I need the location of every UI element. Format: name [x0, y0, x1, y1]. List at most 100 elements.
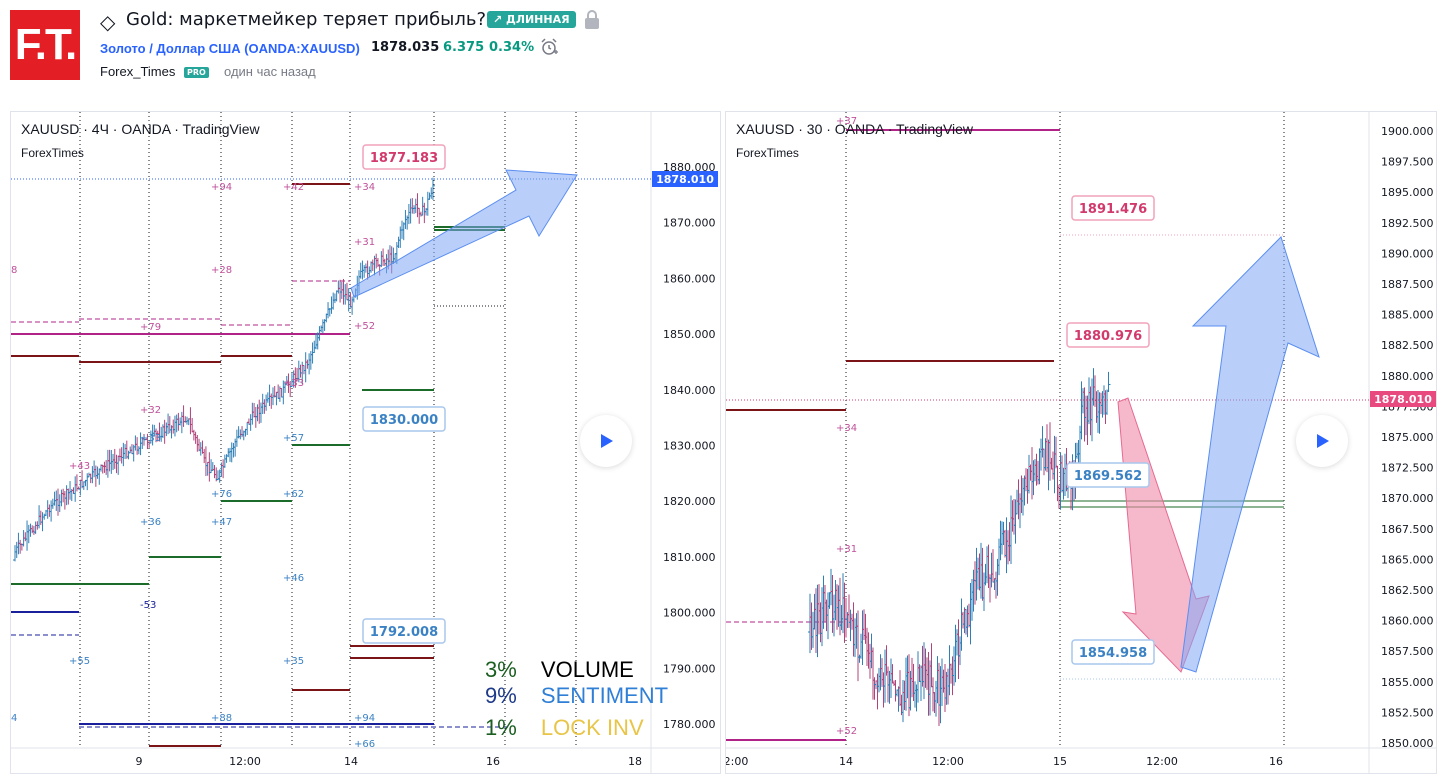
- lock-icon: [585, 10, 599, 29]
- time-axis-tick: 16: [486, 755, 500, 768]
- price-axis-tick: 1860.000: [663, 272, 716, 285]
- price-axis-tick: 1820.000: [663, 495, 716, 508]
- volume-annotation: +37: [836, 116, 857, 127]
- symbol-link[interactable]: Золото / Доллар США (OANDA:XAUUSD): [100, 41, 360, 56]
- price-axis-tick: 1810.000: [663, 551, 716, 564]
- volume-annotation: +42: [283, 182, 304, 193]
- price-callout-box: [1071, 195, 1155, 221]
- price-axis-tick: 1855.000: [1381, 676, 1434, 689]
- price-axis-tick: 1880.000: [1381, 370, 1434, 383]
- price-callout-box: [1066, 462, 1150, 488]
- forecast-up-arrow: [350, 169, 578, 298]
- idea-title: Gold: маркетмейкер теряет прибыль?: [126, 9, 487, 30]
- author-name[interactable]: Forex_Times: [100, 64, 176, 79]
- price-axis-tick: 1892.500: [1381, 217, 1434, 230]
- volume-annotation: +76: [211, 489, 232, 500]
- current-price-label: 1878.010: [1374, 393, 1432, 406]
- volume-annotation: +36: [140, 517, 161, 528]
- left-chart-title: XAUUSD · 4Ч · OANDA · TradingView: [21, 121, 260, 137]
- current-price-tag: [652, 171, 718, 187]
- left-chart-panel[interactable]: 1880.000 1870.000 1860.000 1850.000 1840.000…: [10, 111, 721, 774]
- author-logo[interactable]: F.T.: [10, 10, 80, 80]
- price-axis-tick: 1862.500: [1381, 584, 1434, 597]
- volume-annotation: +33: [140, 433, 161, 444]
- symbol-price: 1878.035: [371, 40, 440, 55]
- price-axis-tick: 1850.000: [663, 328, 716, 341]
- price-callout-box: [1066, 322, 1150, 348]
- legend-lock-inv-pct: 1%: [485, 715, 517, 740]
- volume-annotation: +66: [354, 739, 375, 750]
- price-axis-tick: 1887.500: [1381, 278, 1434, 291]
- right-chart-canvas[interactable]: 1900.000 1897.500 1895.000 1892.500 1890.000…: [726, 112, 1436, 773]
- volume-annotation: +55: [69, 656, 90, 667]
- volume-annotation: +34: [836, 423, 857, 434]
- volume-annotation: +28: [211, 265, 232, 276]
- legend-lock-inv: 1% LOCK INV: [485, 715, 644, 741]
- legend-sentiment-label: SENTIMENT: [540, 683, 669, 708]
- volume-annotation: +52: [354, 321, 375, 332]
- price-axis-tick: 1885.000: [1381, 309, 1434, 322]
- price-axis-tick: 1830.000: [663, 440, 716, 453]
- volume-annotation: +52: [836, 726, 857, 737]
- play-icon: [601, 434, 613, 448]
- price-axis-tick: 1895.000: [1381, 186, 1434, 199]
- price-axis-tick: 1867.500: [1381, 523, 1434, 536]
- price-callout-box: [362, 618, 446, 644]
- time-axis-tick: 14: [344, 755, 358, 768]
- time-axis-tick: 9: [136, 755, 143, 768]
- time-axis-tick: 14: [839, 755, 853, 768]
- volume-annotation: +88: [211, 713, 232, 724]
- volume-annotation: +31: [836, 544, 857, 555]
- play-icon: [1317, 434, 1329, 448]
- price-axis-tick: 1790.000: [663, 662, 716, 675]
- volume-annotation: +31: [354, 237, 375, 248]
- price-axis-tick: 1857.500: [1381, 645, 1434, 658]
- price-axis-tick: 1897.500: [1381, 156, 1434, 169]
- price-axis-tick: 1860.000: [1381, 615, 1434, 628]
- price-callout-label: 1869.562: [1074, 469, 1142, 484]
- right-chart-title: XAUUSD · 30 · OANDA · TradingView: [736, 121, 974, 137]
- price-axis-tick: 1840.000: [663, 384, 716, 397]
- volume-annotation: +94: [211, 182, 232, 193]
- right-play-button[interactable]: [1296, 415, 1348, 467]
- price-callout-label: 1792.008: [370, 625, 438, 640]
- volume-annotation: +43: [69, 461, 90, 472]
- volume-annotation: +94: [354, 713, 375, 724]
- time-axis-tick: 15: [1053, 755, 1067, 768]
- left-chart-author-label: ForexTimes: [21, 146, 84, 160]
- direction-badge: ↗ ДЛИННАЯ: [487, 11, 576, 28]
- legend-volume: 3% VOLUME: [485, 657, 634, 683]
- legend-sentiment-pct: 9%: [485, 683, 517, 708]
- left-chart-canvas[interactable]: 1880.000 1870.000 1860.000 1850.000 1840.000…: [11, 112, 720, 773]
- price-callout-label: 1854.958: [1079, 646, 1147, 661]
- legend-lock-inv-label: LOCK INV: [540, 715, 644, 740]
- price-axis-tick: 1890.000: [1381, 247, 1434, 260]
- price-axis-tick: 1882.500: [1381, 339, 1434, 352]
- volume-annotation: +34: [354, 182, 375, 193]
- volume-annotation: +32: [140, 405, 161, 416]
- price-axis-tick: 1900.000: [1381, 125, 1434, 138]
- time-axis-tick: 18: [628, 755, 642, 768]
- idea-diamond-icon: ◇: [100, 10, 116, 34]
- current-price-label: 1878.010: [656, 173, 714, 186]
- published-time: один час назад: [224, 64, 316, 79]
- volume-annotation: +47: [211, 517, 232, 528]
- legend-volume-label: VOLUME: [540, 657, 634, 682]
- price-axis-tick: 1850.000: [1381, 737, 1434, 750]
- legend-sentiment: 9% SENTIMENT: [485, 683, 668, 709]
- volume-annotation: 8: [11, 265, 17, 276]
- price-axis-tick: 1870.000: [1381, 492, 1434, 505]
- price-callout-label: 1877.183: [370, 151, 438, 166]
- time-axis-tick: 12:00: [932, 755, 964, 768]
- pro-badge: PRO: [184, 67, 209, 78]
- price-axis-tick: 1880.000: [663, 161, 716, 174]
- price-axis-tick: 1852.500: [1381, 706, 1434, 719]
- time-axis-tick: 12:00: [229, 755, 261, 768]
- symbol-change: 6.375: [443, 40, 485, 55]
- volume-annotation: +79: [140, 322, 161, 333]
- volume-annotation: +46: [283, 573, 304, 584]
- right-chart-panel[interactable]: 1900.000 1897.500 1895.000 1892.500 1890.000…: [725, 111, 1437, 774]
- add-alert-icon[interactable]: [539, 37, 559, 57]
- price-axis-tick: 1865.000: [1381, 553, 1434, 566]
- left-play-button[interactable]: [580, 415, 632, 467]
